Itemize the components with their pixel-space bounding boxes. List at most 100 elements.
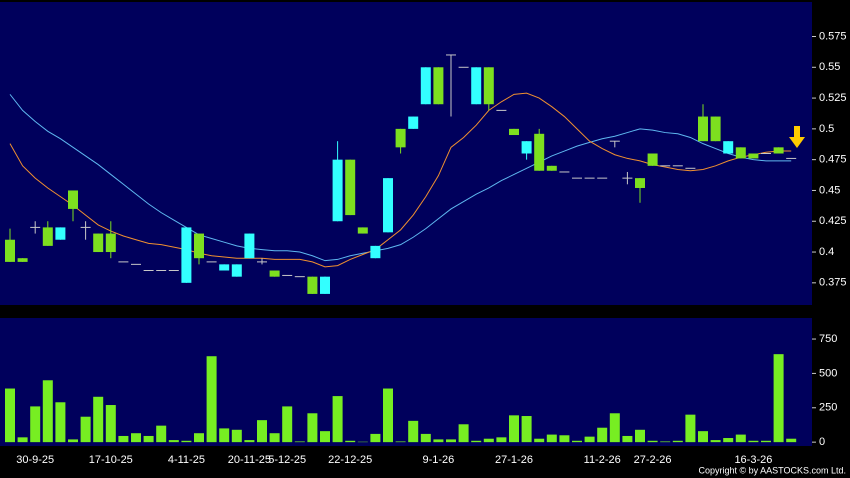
candle-body	[332, 159, 343, 222]
y-tick-label: 0.5	[819, 123, 834, 135]
candle-body	[698, 116, 708, 142]
candle-body	[534, 133, 545, 171]
volume-bar	[294, 441, 305, 443]
candle-body	[42, 227, 53, 246]
volume-bar	[68, 439, 78, 443]
candle-body	[194, 233, 204, 259]
volume-bar	[496, 437, 507, 443]
volume-bar	[181, 440, 192, 443]
x-tick-label: 22-12-25	[328, 454, 372, 466]
y-tick-label: 500	[819, 367, 837, 379]
volume-bar	[698, 431, 708, 443]
volume-bar	[483, 438, 494, 443]
moving-average-line	[9, 94, 792, 262]
volume-bar	[307, 413, 318, 443]
volume-bar	[408, 420, 419, 443]
volume-bar	[395, 441, 406, 443]
candle-body	[483, 67, 494, 105]
volume-bar	[206, 356, 217, 443]
volume-bar	[672, 440, 683, 443]
y-tick-label: 0.375	[819, 277, 847, 289]
volume-bar	[609, 413, 620, 443]
volume-bar	[5, 388, 15, 443]
x-tick-label: 27-1-26	[495, 454, 533, 466]
candle-body	[773, 147, 784, 154]
y-tick-label: 0.425	[819, 215, 847, 227]
candle-body	[93, 233, 104, 253]
volume-bar	[269, 433, 280, 443]
candle-body	[521, 141, 532, 154]
candle-body	[383, 178, 393, 233]
y-tick-label: 0.4	[819, 246, 834, 258]
y-tick-label: 0.475	[819, 154, 847, 166]
candle-body	[345, 159, 356, 216]
y-tick-label: 0.575	[819, 30, 847, 42]
volume-bar	[748, 440, 759, 443]
candle-body	[357, 227, 368, 234]
candle-body	[5, 239, 15, 262]
volume-bar	[219, 428, 230, 443]
candle-body	[395, 128, 406, 148]
volume-bar	[735, 434, 746, 443]
volume-bar	[80, 416, 91, 443]
volume-panel	[0, 318, 812, 446]
candle-body	[370, 245, 381, 259]
candle-body	[408, 116, 419, 129]
volume-bar	[635, 429, 645, 443]
volume-bar	[118, 435, 129, 443]
candle-body	[735, 147, 746, 159]
candle-body	[231, 264, 242, 277]
volume-bar	[55, 402, 66, 443]
volume-bar	[17, 437, 28, 443]
volume-bar	[622, 435, 633, 443]
candle-body	[420, 67, 431, 105]
volume-bar	[786, 438, 797, 443]
candle-body	[68, 190, 78, 209]
candle-body	[55, 227, 66, 240]
x-tick-label: 16-3-26	[734, 454, 772, 466]
candle-body	[269, 270, 280, 277]
candle-body	[307, 276, 318, 294]
volume-bar	[458, 424, 469, 443]
volume-bar	[773, 354, 784, 443]
volume-bar	[761, 440, 771, 443]
candle-body	[647, 153, 658, 166]
x-tick-label: 20-11-25	[228, 454, 271, 466]
y-tick-label: 250	[819, 402, 837, 414]
volume-bar	[521, 416, 532, 443]
candle-body	[546, 165, 557, 171]
candle-body	[723, 141, 734, 154]
x-tick-label: 9-1-26	[423, 454, 455, 466]
volume-bar	[156, 425, 167, 443]
y-tick-label: 0	[819, 436, 825, 448]
volume-bar	[723, 438, 734, 443]
volume-bar	[332, 396, 343, 443]
volume-bar	[546, 434, 557, 443]
volume-bar	[143, 435, 154, 443]
candle-body	[748, 153, 759, 159]
volume-bar	[320, 431, 330, 443]
candle-body	[181, 227, 192, 283]
candle-body	[320, 276, 330, 294]
x-tick-label: 5-12-25	[268, 454, 306, 466]
y-tick-label: 0.525	[819, 92, 847, 104]
volume-bar	[231, 429, 242, 443]
volume-bar	[660, 441, 671, 443]
volume-bar	[345, 440, 356, 443]
candle-body	[433, 67, 444, 105]
volume-bar	[383, 388, 393, 443]
volume-bar	[105, 405, 116, 443]
volume-bar	[42, 380, 53, 443]
candle-body	[509, 128, 519, 136]
volume-bar	[446, 439, 456, 443]
y-tick-label: 0.45	[819, 184, 840, 196]
x-tick-label: 4-11-25	[168, 454, 205, 466]
volume-bar	[370, 433, 381, 443]
x-tick-label: 27-2-26	[634, 454, 672, 466]
y-tick-label: 750	[819, 333, 837, 345]
candle-body	[471, 67, 482, 105]
volume-bar	[685, 414, 696, 443]
copyright: Copyright © by AASTOCKS.com Ltd.	[698, 465, 846, 475]
volume-bar	[433, 439, 444, 443]
